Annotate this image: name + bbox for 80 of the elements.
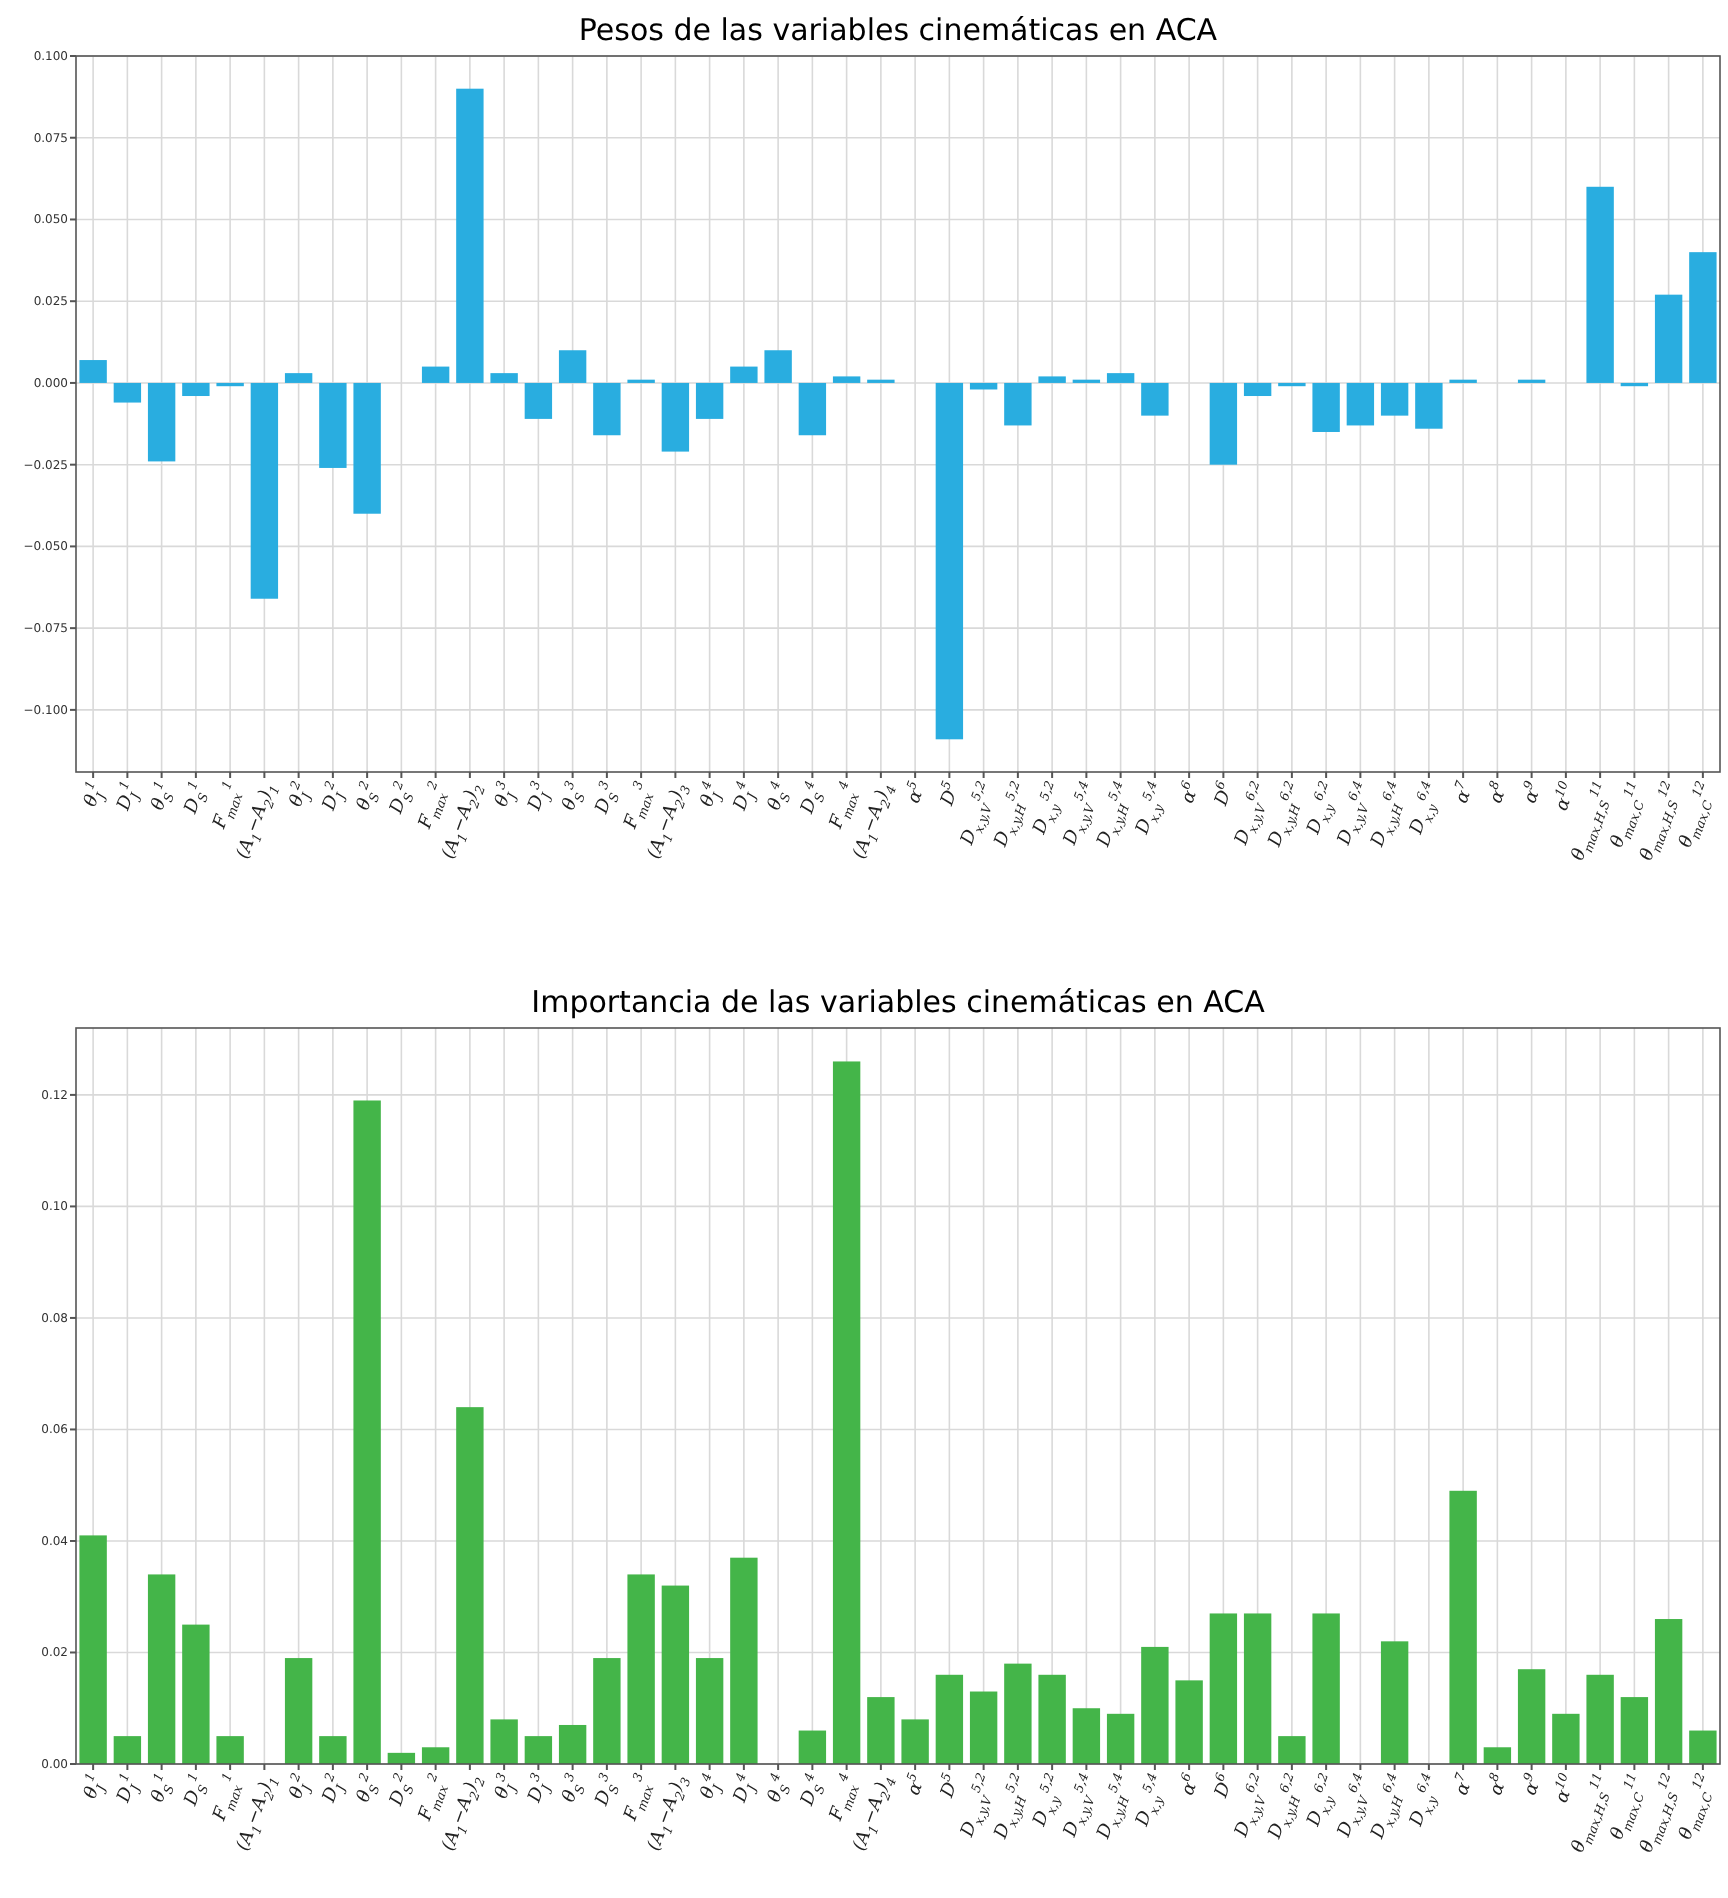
bar — [353, 1100, 381, 1764]
bar — [832, 1061, 861, 1764]
bar — [1380, 382, 1409, 416]
bar — [1689, 252, 1717, 383]
bar — [182, 382, 210, 397]
bar — [250, 382, 279, 599]
bar — [421, 366, 450, 383]
bar — [1141, 382, 1169, 416]
bar — [284, 373, 313, 383]
bar — [182, 1624, 210, 1764]
bar — [764, 350, 792, 383]
bar — [1517, 1669, 1546, 1764]
bar — [1141, 1646, 1169, 1764]
bar — [456, 88, 484, 383]
bar — [593, 382, 621, 436]
bar — [216, 1736, 244, 1764]
bar — [730, 366, 758, 383]
bar — [79, 1535, 107, 1764]
bar — [353, 382, 381, 514]
bar — [730, 1557, 758, 1764]
bar — [1586, 1674, 1614, 1764]
bar — [1106, 1713, 1135, 1764]
bar — [1243, 382, 1272, 397]
chart-title: Pesos de las variables cinemáticas en ACA — [578, 12, 1219, 48]
bar — [113, 382, 142, 403]
bar — [1346, 382, 1375, 426]
bar — [969, 1691, 998, 1764]
bar — [284, 1658, 313, 1764]
bar — [113, 1736, 142, 1764]
bar — [1278, 1736, 1306, 1764]
bar — [147, 1574, 176, 1764]
bar — [1449, 1490, 1477, 1764]
bar — [1312, 382, 1340, 432]
bar — [1586, 186, 1614, 383]
bar — [1038, 1674, 1066, 1764]
bar — [661, 1585, 690, 1764]
bar — [1380, 1641, 1409, 1764]
bar — [558, 350, 587, 383]
bar — [1620, 1697, 1649, 1764]
bar — [627, 1574, 655, 1764]
bar — [1106, 373, 1135, 383]
bar — [1175, 1680, 1203, 1764]
bar — [1689, 1730, 1717, 1764]
bar — [901, 1719, 929, 1764]
bar — [969, 382, 998, 390]
bar — [490, 373, 518, 383]
bar — [490, 1719, 518, 1764]
bar — [695, 382, 724, 419]
bar — [147, 382, 176, 462]
bar — [1552, 1713, 1580, 1764]
bar — [524, 1736, 553, 1764]
bar — [798, 1730, 827, 1764]
bar — [456, 1407, 484, 1764]
bar — [1483, 1747, 1512, 1764]
bar — [421, 1747, 450, 1764]
bar — [558, 1724, 587, 1764]
bar — [1654, 1619, 1683, 1764]
bar — [1004, 1663, 1032, 1764]
bar — [661, 382, 690, 452]
bar — [935, 1674, 964, 1764]
bar — [1415, 382, 1443, 429]
bar — [1038, 376, 1066, 383]
bar — [1654, 294, 1683, 383]
bar — [1004, 382, 1032, 426]
bar — [832, 376, 861, 383]
bar — [1209, 382, 1238, 465]
bar — [695, 1658, 724, 1764]
bar — [867, 1697, 895, 1764]
bar — [593, 1658, 621, 1764]
bar — [935, 382, 964, 740]
bar — [319, 382, 347, 468]
bar — [1312, 1613, 1340, 1764]
bar — [79, 360, 107, 383]
bar — [798, 382, 827, 436]
bar — [1072, 1708, 1101, 1764]
chart-title: Importancia de las variables cinemáticas en ACA — [531, 984, 1267, 1020]
bar — [524, 382, 553, 419]
bar — [319, 1736, 347, 1764]
bar — [1243, 1613, 1272, 1764]
bar — [1209, 1613, 1238, 1764]
